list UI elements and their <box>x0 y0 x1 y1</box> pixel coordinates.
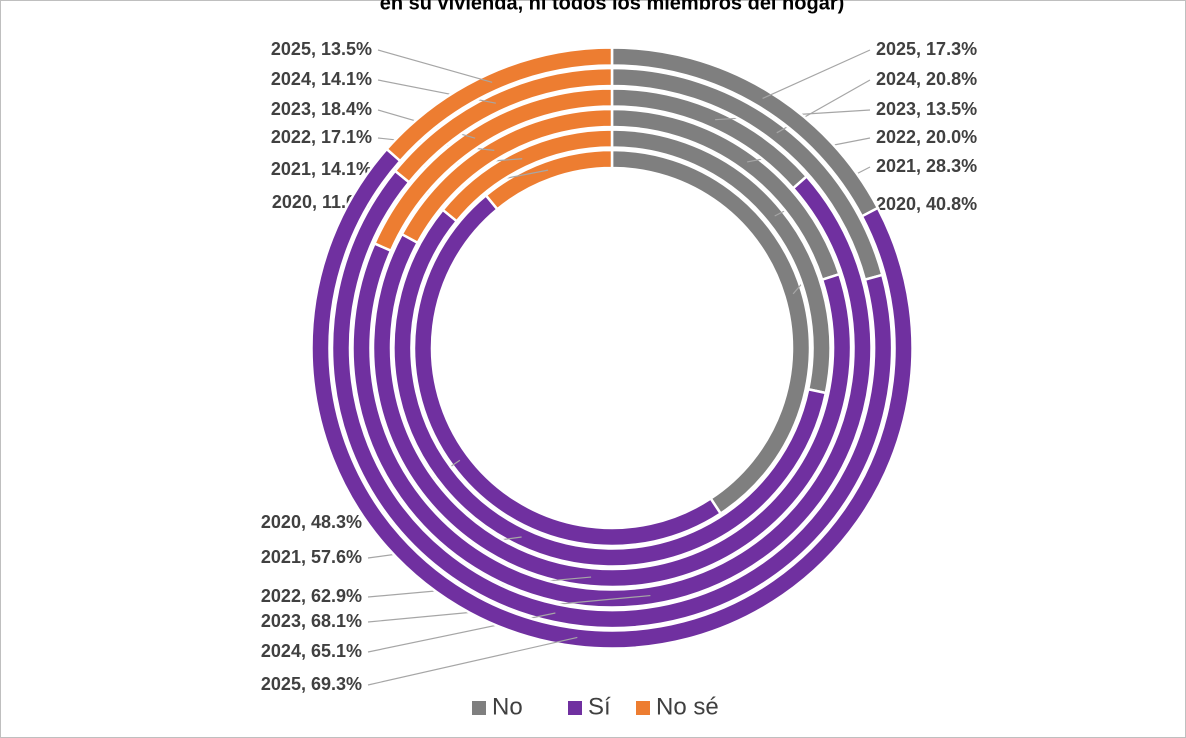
data-label: 2024, 65.1% <box>261 641 362 661</box>
legend-label: Sí <box>588 693 611 720</box>
donut-segment <box>384 46 614 163</box>
data-label: 2022, 17.1% <box>271 127 372 147</box>
data-label: 2022, 62.9% <box>261 586 362 606</box>
data-label: 2024, 20.8% <box>876 69 977 89</box>
legend-label: No <box>492 693 523 720</box>
donut-segment <box>372 87 614 253</box>
donut-segment <box>393 66 614 185</box>
legend-label: No sé <box>656 693 719 720</box>
leader-line <box>377 49 493 83</box>
data-label: 2024, 14.1% <box>271 69 372 89</box>
data-label: 2025, 13.5% <box>271 39 372 59</box>
data-label: 2023, 13.5% <box>876 99 977 119</box>
chart-title: en su vivienda, ni todos los miembros de… <box>380 0 845 14</box>
donut-segment <box>484 148 614 211</box>
legend-swatch <box>568 701 582 715</box>
leader-line <box>762 49 871 99</box>
data-label: 2022, 20.0% <box>876 127 977 147</box>
leader-line <box>367 636 578 686</box>
data-label: 2021, 14.1% <box>271 159 372 179</box>
data-label: 2025, 69.3% <box>261 674 362 694</box>
donut-segment <box>400 107 614 245</box>
donut-segment <box>441 128 614 223</box>
data-label: 2021, 57.6% <box>261 547 362 567</box>
data-label: 2020, 40.8% <box>876 194 977 214</box>
data-label: 2020, 48.3% <box>261 512 362 532</box>
legend-swatch <box>636 701 650 715</box>
data-label: 2025, 17.3% <box>876 39 977 59</box>
legend-swatch <box>472 701 486 715</box>
data-label: 2023, 68.1% <box>261 611 362 631</box>
data-label: 2023, 18.4% <box>271 99 372 119</box>
data-label: 2021, 28.3% <box>876 156 977 176</box>
